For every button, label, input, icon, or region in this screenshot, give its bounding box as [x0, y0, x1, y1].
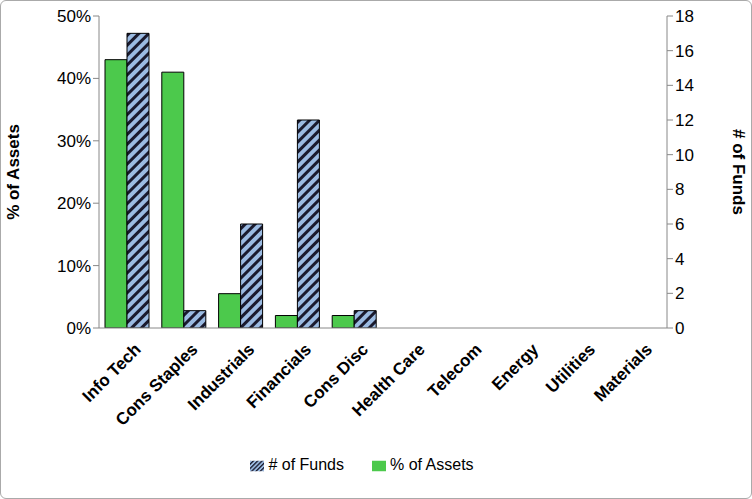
- html-text:# of Funds: # of Funds: [268, 456, 344, 473]
- svg-text:Financials: Financials: [242, 339, 316, 413]
- svg-text:Industrials: Industrials: [184, 339, 259, 415]
- svg-text:40%: 40%: [57, 69, 91, 88]
- svg-text:6: 6: [675, 215, 684, 234]
- svg-text:# of Funds: # of Funds: [729, 129, 744, 215]
- svg-text:4: 4: [675, 250, 684, 269]
- svg-text:16: 16: [675, 42, 694, 61]
- svg-text:18: 18: [675, 7, 694, 26]
- svg-text:2: 2: [675, 284, 684, 303]
- svg-text:10: 10: [675, 146, 694, 165]
- svg-text:30%: 30%: [57, 132, 91, 151]
- svg-text:0: 0: [675, 319, 684, 338]
- svg-text:Utilities: Utilities: [542, 340, 599, 397]
- svg-text:% of Assets: % of Assets: [8, 124, 23, 220]
- svg-text:Cons Staples: Cons Staples: [112, 340, 202, 430]
- svg-text:Telecom: Telecom: [424, 340, 485, 401]
- svg-text:12: 12: [675, 111, 694, 130]
- svg-text:20%: 20%: [57, 194, 91, 213]
- svg-text:Materials: Materials: [590, 340, 656, 406]
- svg-text:Health Care: Health Care: [348, 340, 428, 420]
- svg-text:8: 8: [675, 180, 684, 199]
- svg-text:50%: 50%: [57, 7, 91, 26]
- svg-text:Cons Disc: Cons Disc: [299, 339, 372, 413]
- svg-text:10%: 10%: [57, 257, 91, 276]
- svg-text:0%: 0%: [66, 319, 91, 338]
- html-text:% of Assets: % of Assets: [390, 456, 474, 473]
- svg-text:14: 14: [675, 76, 694, 95]
- svg-text:Info Tech: Info Tech: [78, 339, 145, 406]
- svg-text:Energy: Energy: [488, 339, 543, 394]
